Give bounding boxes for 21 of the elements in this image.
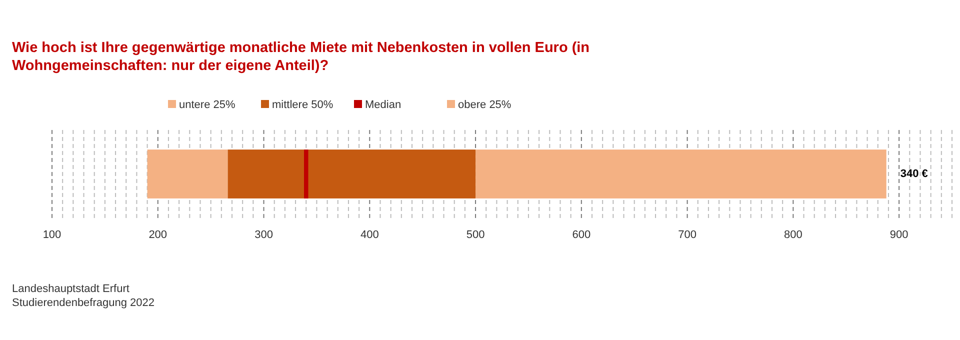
- x-tick-label: 800: [784, 229, 802, 241]
- bar: [228, 150, 476, 198]
- legend-label: obere 25%: [458, 99, 512, 111]
- bar: [476, 150, 886, 198]
- x-tick-label: 200: [148, 229, 168, 241]
- x-tick-label: 300: [254, 229, 273, 241]
- x-tick-label: 900: [890, 229, 908, 241]
- legend-label: mittlere 50%: [272, 99, 334, 111]
- legend-label: Median: [365, 99, 402, 111]
- text: Landeshauptstadt Erfurt: [12, 283, 130, 295]
- legend-label: untere 25%: [179, 99, 236, 111]
- x-tick-label: 500: [466, 229, 485, 241]
- x-tick-label: 700: [678, 229, 696, 241]
- text: Studierendenbefragung 2022: [12, 297, 155, 309]
- x-tick-label: 100: [42, 229, 62, 241]
- annotation: 340 €: [900, 168, 928, 180]
- x-tick-label: 400: [360, 229, 379, 241]
- bar: [147, 150, 228, 198]
- chart-title: Wie hoch ist Ihre gegenwärtige monatliche Miete mit Nebenkosten in vollen Euro (in Wohngemeinschaften: nur der eigene Anteil)?: [12, 40, 590, 74]
- bar: [304, 150, 308, 198]
- x-tick-label: 600: [572, 229, 591, 241]
